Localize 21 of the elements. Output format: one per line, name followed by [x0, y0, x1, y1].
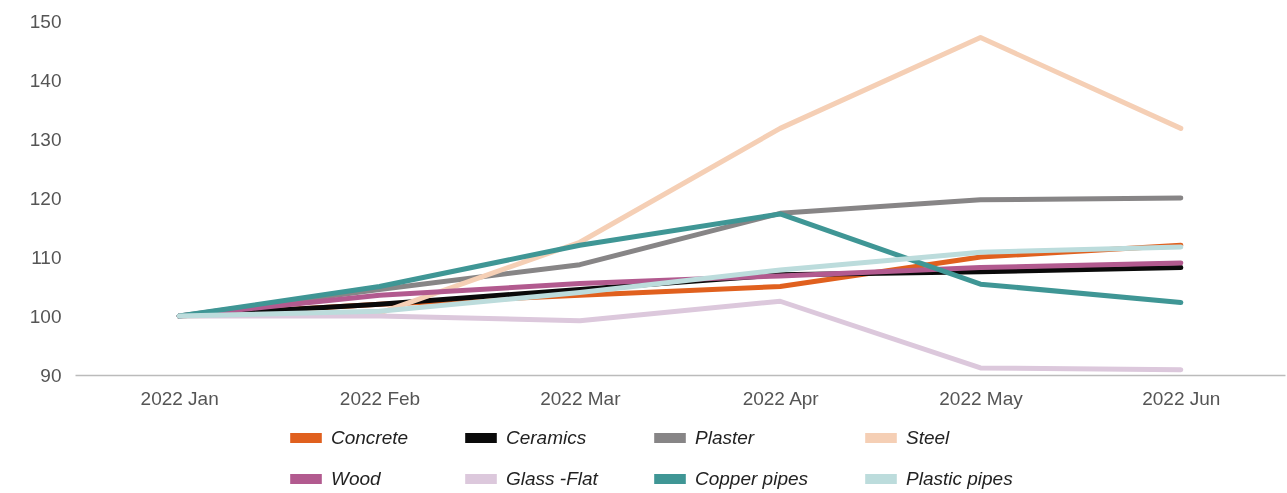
legend-label: Wood [331, 468, 383, 489]
y-tick-label: 140 [29, 69, 62, 91]
x-tick-label: 2022 May [939, 387, 1024, 409]
x-tick-label: 2022 Apr [742, 387, 820, 409]
y-tick-label: 110 [31, 246, 62, 268]
y-tick-label: 120 [29, 187, 62, 209]
y-tick-label: 150 [29, 10, 62, 32]
x-tick-label: 2022 Mar [540, 387, 622, 409]
x-tick-label: 2022 Jan [140, 387, 219, 409]
y-tick-label: 90 [40, 364, 62, 386]
legend-label: Glass -Flat [506, 468, 599, 489]
y-tick-label: 100 [29, 305, 62, 327]
y-tick-label: 130 [29, 128, 62, 150]
legend-label: Concrete [331, 427, 409, 448]
legend-label: Plastic pipes [906, 468, 1014, 489]
legend-label: Steel [906, 427, 951, 448]
legend-label: Copper pipes [695, 468, 809, 489]
x-tick-label: 2022 Feb [339, 387, 421, 409]
legend-label: Ceramics [506, 427, 587, 448]
x-tick-label: 2022 Jun [1142, 387, 1221, 409]
legend-label: Plaster [695, 427, 755, 448]
